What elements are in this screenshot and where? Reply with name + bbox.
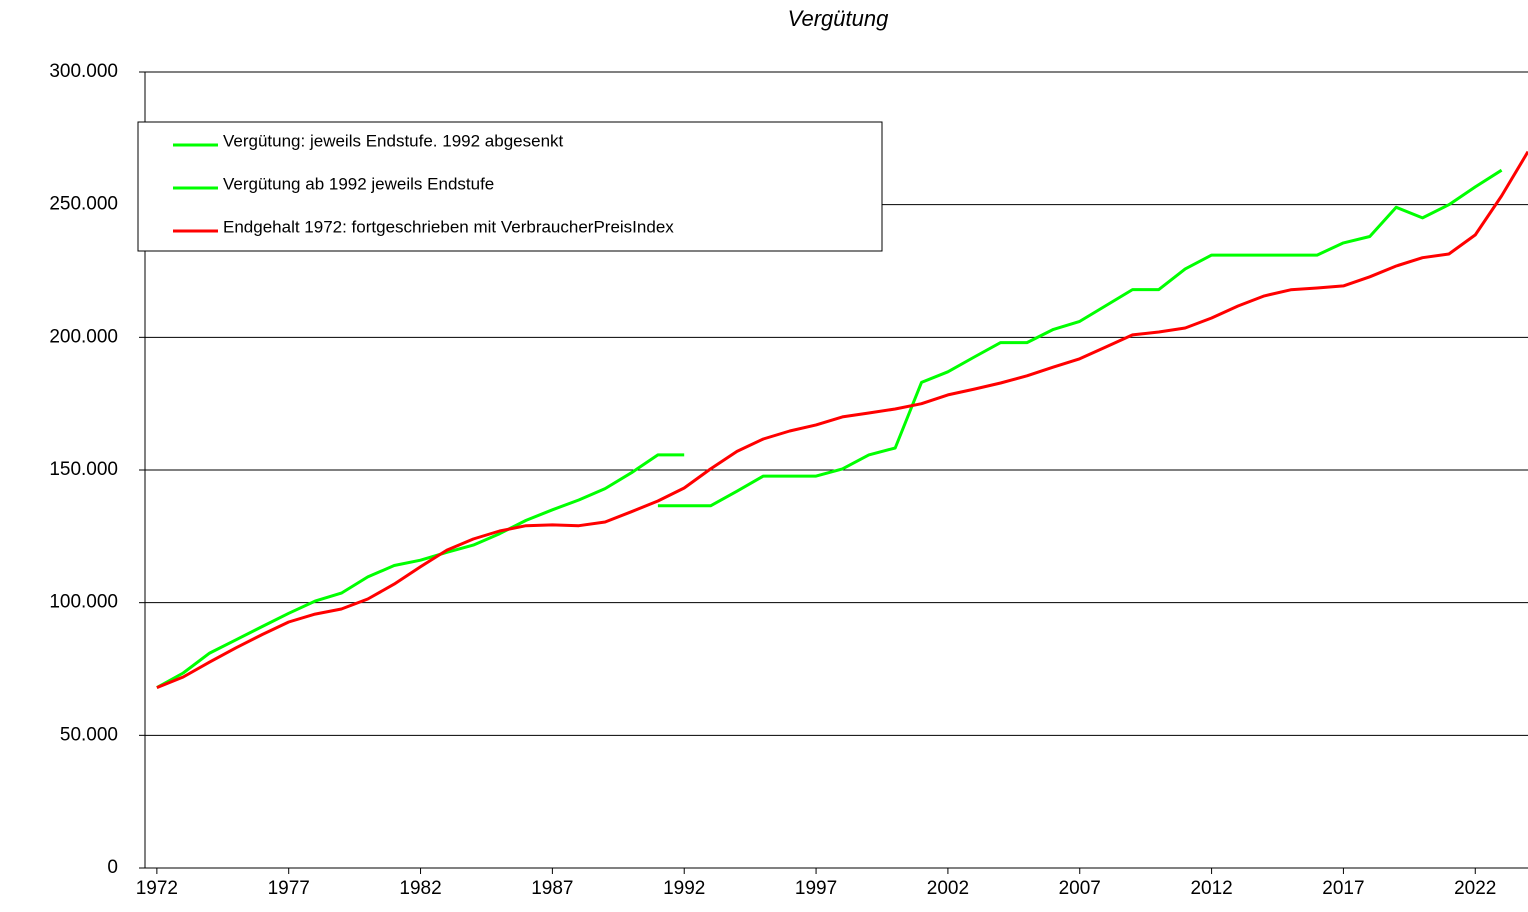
legend-box (137, 121, 883, 252)
x-tick-label: 2012 (1190, 878, 1232, 899)
x-tick-label: 1982 (399, 878, 441, 899)
x-tick-label: 2017 (1322, 878, 1364, 899)
y-tick-label: 50.000 (60, 724, 118, 745)
y-tick-label: 100.000 (49, 592, 118, 613)
y-tick-label: 0 (107, 857, 118, 878)
y-tick-label: 300.000 (49, 61, 118, 82)
legend-label: Vergütung ab 1992 jeweils Endstufe (223, 174, 494, 193)
y-tick-label: 250.000 (49, 194, 118, 215)
x-tick-label: 1997 (795, 878, 837, 899)
x-tick-label: 1972 (136, 878, 178, 899)
data-line (156, 150, 1528, 689)
data-line (156, 453, 685, 689)
chart-title: Vergütung (788, 6, 889, 31)
legend-label: Vergütung: jeweils Endstufe. 1992 abgese… (223, 131, 564, 150)
x-tick-label: 2002 (927, 878, 969, 899)
y-tick-label: 200.000 (49, 326, 118, 347)
legend-label: Endgehalt 1972: fortgeschrieben mit Verb… (223, 217, 674, 236)
y-tick-label: 150.000 (49, 459, 118, 480)
plot-area (156, 150, 1528, 689)
x-tick-label: 1987 (531, 878, 573, 899)
x-tick-label: 2022 (1454, 878, 1496, 899)
x-tick-label: 1992 (663, 878, 705, 899)
x-tick-label: 2007 (1059, 878, 1101, 899)
data-line (657, 168, 1503, 508)
x-tick-label: 1977 (268, 878, 310, 899)
